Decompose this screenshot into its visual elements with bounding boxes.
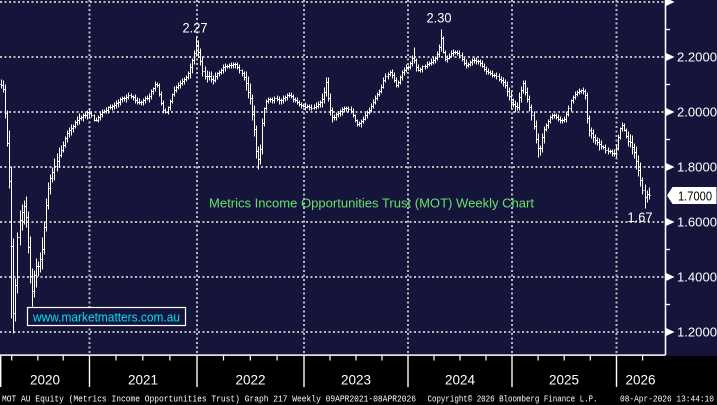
svg-text:Metrics Income Opportunities T: Metrics Income Opportunities Trust (MOT)… (209, 196, 534, 211)
svg-text:2.2000: 2.2000 (677, 50, 717, 65)
svg-text:2023: 2023 (341, 372, 371, 388)
svg-text:2.30: 2.30 (427, 10, 452, 26)
svg-text:www.marketmatters.com.au: www.marketmatters.com.au (32, 310, 180, 325)
svg-text:2.27: 2.27 (183, 20, 208, 36)
svg-text:2024: 2024 (445, 372, 475, 388)
svg-text:2026: 2026 (626, 372, 656, 388)
svg-text:2025: 2025 (549, 372, 579, 388)
svg-text:MOT AU Equity (Metrics Income: MOT AU Equity (Metrics Income Opportunit… (2, 394, 416, 405)
svg-text:2022: 2022 (236, 372, 266, 388)
svg-text:2020: 2020 (30, 372, 60, 388)
svg-text:Copyright© 2026 Bloomberg Fina: Copyright© 2026 Bloomberg Finance L.P. (428, 394, 598, 405)
svg-text:08-Apr-2026 13:44:10: 08-Apr-2026 13:44:10 (620, 394, 714, 405)
svg-text:1.6000: 1.6000 (677, 215, 717, 230)
svg-text:1.7000: 1.7000 (678, 189, 712, 204)
svg-text:2.0000: 2.0000 (677, 105, 717, 120)
svg-text:2021: 2021 (128, 372, 158, 388)
svg-text:1.4000: 1.4000 (677, 270, 717, 285)
svg-text:1.67: 1.67 (628, 209, 653, 225)
svg-text:1.2000: 1.2000 (677, 325, 717, 340)
svg-text:1.8000: 1.8000 (677, 160, 717, 175)
